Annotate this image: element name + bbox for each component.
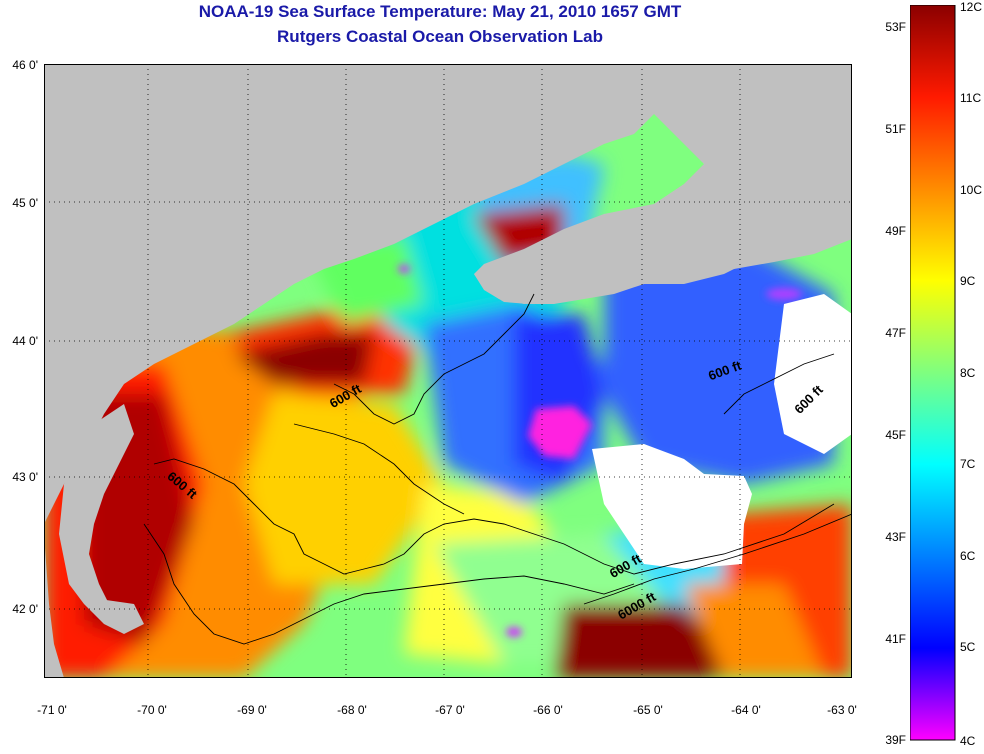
- colorbar-f-label: 39F: [885, 733, 906, 747]
- cold-patches: [398, 265, 802, 637]
- lon-label: -71 0': [37, 703, 67, 717]
- lat-label: 45 0': [12, 196, 38, 210]
- sst-map: 600 ft 600 ft 600 ft 600 ft 600 ft 6000 …: [44, 64, 852, 678]
- colorbar-f-label: 45F: [885, 428, 906, 442]
- lat-label: 43 0': [12, 470, 38, 484]
- colorbar-f-label: 49F: [885, 224, 906, 238]
- colorbar-f-label: 53F: [885, 20, 906, 34]
- colorbar-f-label: 51F: [885, 122, 906, 136]
- lon-label: -67 0': [435, 703, 465, 717]
- lon-label: -70 0': [137, 703, 167, 717]
- colorbar-c-label: 9C: [960, 274, 976, 288]
- land-mass: [44, 64, 852, 678]
- colorbar-c-label: 7C: [960, 457, 976, 471]
- lon-label: -65 0': [633, 703, 663, 717]
- lon-label: -63 0': [827, 703, 857, 717]
- map-title: NOAA-19 Sea Surface Temperature: May 21,…: [198, 2, 682, 21]
- colorbar-c-label: 4C: [960, 734, 976, 748]
- lat-label: 44 0': [12, 334, 38, 348]
- map-frame: [44, 64, 852, 678]
- colorbar: [910, 5, 956, 741]
- colorbar-c-label: 12C: [960, 0, 983, 14]
- colorbar-c-label: 10C: [960, 183, 983, 197]
- lat-label: 46 0': [12, 58, 38, 72]
- colorbar-f-label: 47F: [885, 326, 906, 340]
- colorbar-c-label: 8C: [960, 366, 976, 380]
- colorbar-gradient: [910, 5, 956, 741]
- colorbar-c-label: 11C: [960, 91, 982, 105]
- colorbar-f-label: 43F: [885, 530, 906, 544]
- lat-label: 42 0': [12, 602, 38, 616]
- colorbar-c-label: 6C: [960, 549, 976, 563]
- colorbar-c-label: 5C: [960, 640, 976, 654]
- lon-label: -69 0': [237, 703, 267, 717]
- map-subtitle: Rutgers Coastal Ocean Observation Lab: [277, 27, 603, 46]
- lon-label: -64 0': [731, 703, 761, 717]
- lon-label: -66 0': [533, 703, 563, 717]
- depth-contours: [143, 293, 852, 645]
- colorbar-f-label: 41F: [885, 632, 906, 646]
- lon-label: -68 0': [337, 703, 367, 717]
